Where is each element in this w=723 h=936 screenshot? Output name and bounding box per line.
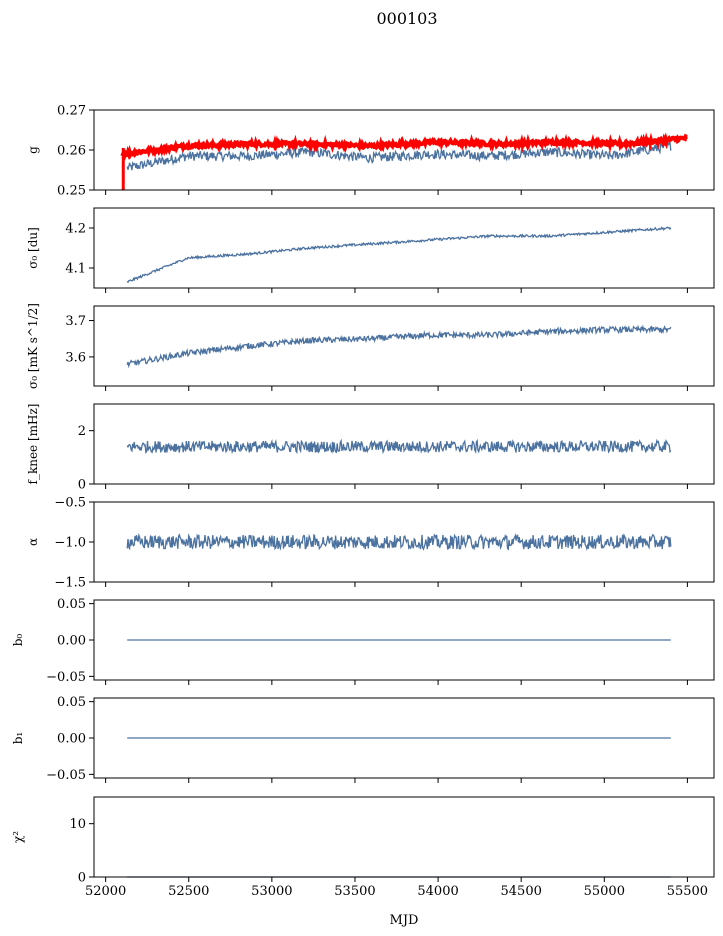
x-tick-label: 53000: [251, 884, 292, 899]
y-axis-label: α: [26, 538, 40, 546]
y-axis-label: σ₀ [du]: [26, 227, 40, 269]
x-tick-label: 54000: [417, 884, 458, 899]
x-tick-label: 52500: [168, 884, 209, 899]
y-tick-label: 0.25: [57, 184, 86, 199]
panel-alpha: −0.5 −1.0 −1.5 α: [26, 496, 715, 591]
y-tick-label: 0.05: [57, 597, 86, 612]
series-line-g-1: [120, 132, 688, 161]
figure-title: 000103: [376, 9, 437, 28]
panels: 0.27 0.26 0.25 g 4.2 4.1 σ₀ [du] 3.7 3.6 σ₀ [mK s…: [11, 104, 715, 899]
panel-sigma0-mk: 3.7 3.6 σ₀ [mK s^1/2]: [26, 303, 715, 391]
y-tick-label: 4.2: [65, 222, 86, 237]
series-line-sigma0-mk-0: [126, 324, 672, 369]
y-tick-label: −0.05: [46, 768, 86, 783]
axes-frame-g: [93, 109, 715, 191]
y-tick-label: 0.26: [57, 144, 86, 159]
y-tick-label: 2: [78, 424, 86, 439]
panel-b0: 0.05 0.00 −0.05 b₀: [11, 597, 715, 685]
y-tick-label: 3.7: [65, 314, 86, 329]
y-tick-label: 0: [78, 871, 86, 886]
series-line-fknee-0: [126, 438, 672, 455]
y-tick-label: 10: [69, 817, 86, 832]
x-axis-label: MJD: [390, 913, 419, 928]
y-axis-label: σ₀ [mK s^1/2]: [26, 303, 40, 389]
y-tick-label: 4.1: [65, 262, 86, 277]
series-line-g-0: [126, 140, 672, 171]
y-axis-label: χ²: [11, 831, 25, 843]
x-tick-label: 55500: [667, 884, 708, 899]
axes-frame-chi2: [93, 796, 715, 878]
y-tick-label: −0.05: [46, 670, 86, 685]
x-tick-label: 54500: [501, 884, 542, 899]
x-tick-label: 53500: [334, 884, 375, 899]
x-tick-label: 55000: [584, 884, 625, 899]
y-tick-label: 3.6: [65, 350, 86, 365]
y-tick-label: 0.05: [57, 695, 86, 710]
y-axis-label: f_knee [mHz]: [26, 404, 40, 485]
panel-fknee: 2 0 f_knee [mHz]: [26, 403, 715, 493]
x-tick-label: 52000: [85, 884, 126, 899]
y-axis-label: b₀: [11, 634, 25, 647]
y-tick-label: 0.27: [57, 104, 86, 119]
y-tick-label: −1.0: [54, 536, 86, 551]
y-axis-label: b₁: [11, 732, 25, 745]
axes-frame-sigma0-du: [93, 207, 715, 289]
y-axis-label: g: [26, 146, 40, 154]
axes-frame-sigma0-mk: [93, 305, 715, 387]
axes-frame-fknee: [93, 403, 715, 485]
series-line-alpha-0: [126, 532, 672, 551]
panel-g: 0.27 0.26 0.25 g: [26, 104, 715, 199]
y-tick-label: 0: [78, 478, 86, 493]
y-tick-label: 0.00: [57, 634, 86, 649]
panel-b1: 0.05 0.00 −0.05 b₁: [11, 695, 715, 783]
y-tick-label: 0.00: [57, 732, 86, 747]
panel-sigma0-du: 4.2 4.1 σ₀ [du]: [26, 207, 715, 293]
series-line-sigma0-du-0: [126, 226, 672, 284]
y-tick-label: −1.5: [54, 576, 86, 591]
y-tick-label: −0.5: [54, 496, 86, 511]
